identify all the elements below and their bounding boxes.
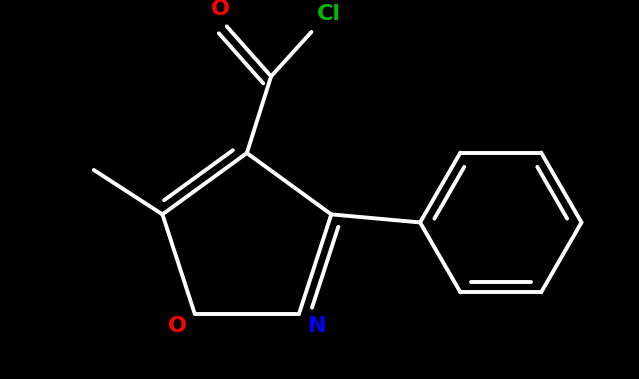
Text: O: O <box>167 316 187 336</box>
Text: N: N <box>307 316 326 336</box>
Text: Cl: Cl <box>317 4 341 24</box>
Text: O: O <box>211 0 230 19</box>
